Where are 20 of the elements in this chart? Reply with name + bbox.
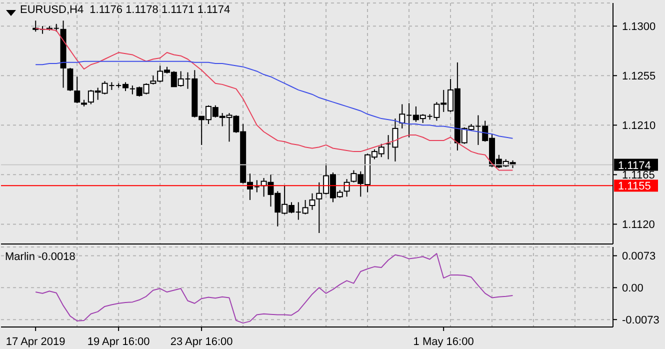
y-tick-label: 0.00	[622, 282, 644, 295]
candlestick	[309, 192, 316, 210]
y-tick-label: 1.1165	[622, 170, 655, 182]
x-tick-label: 17 Apr 2019	[6, 336, 66, 348]
y-tick-label: 1.1120	[622, 219, 655, 232]
x-tick-label: 19 Apr 16:00	[87, 336, 150, 348]
x-tick-label: 23 Apr 16:00	[170, 336, 233, 348]
ref-line-label: 1.1155	[618, 180, 651, 193]
y-tick-label: 1.1210	[622, 120, 656, 132]
y-tick-label: -0.0073	[622, 314, 660, 327]
x-tick-label: 1 May 16:00	[413, 336, 474, 348]
candlestick	[74, 76, 80, 104]
line-series	[35, 253, 514, 324]
ref-line-label: 1.1174	[618, 160, 651, 172]
y-tick-label: 1.1255	[622, 70, 656, 83]
candlestick	[67, 67, 74, 92]
chart-title: Marlin -0.0018	[5, 251, 76, 263]
y-tick-label: 0.0073	[622, 250, 656, 263]
chart-title: EURUSD,H4 1.1176 1.1178 1.1171 1.1174	[20, 4, 230, 16]
y-tick-label: 1.1300	[622, 21, 656, 34]
